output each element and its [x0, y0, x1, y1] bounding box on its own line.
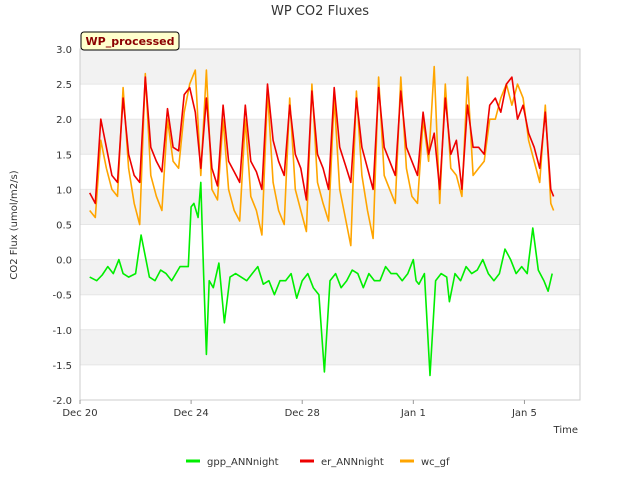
series-line-er_ANNnight: [88, 76, 555, 205]
plot-band: [80, 329, 580, 365]
y-tick-label: -1.5: [52, 361, 72, 372]
x-axis-label: Time: [553, 425, 578, 436]
y-tick-label: 3.0: [56, 45, 72, 56]
plot-band: [80, 364, 580, 400]
y-tick-label: 1.5: [56, 150, 72, 161]
y-tick-label: 0.5: [56, 221, 72, 232]
y-tick-label: -2.0: [52, 396, 72, 407]
plot-band: [80, 49, 580, 85]
y-tick-label: 2.5: [56, 80, 72, 91]
series-line-gpp_ANNnight: [89, 181, 553, 377]
y-tick-label: 2.0: [56, 115, 72, 126]
badge-label: WP_processed: [86, 35, 175, 48]
y-tick-label: -1.0: [52, 326, 72, 337]
badge-box: [80, 31, 180, 51]
processed-badge: WP_processed: [80, 31, 180, 51]
series-lines: [88, 65, 555, 377]
legend-label-wc_gf: wc_gf: [421, 457, 450, 468]
plot-area: [79, 48, 581, 401]
x-tick-label: Jan 1: [400, 408, 426, 419]
x-tick-label: Jan 5: [511, 408, 537, 419]
x-axis-ticks: Dec 20 Dec 24 Dec 28 Jan 1 Jan 5: [62, 400, 537, 419]
series-line-wc_gf: [89, 65, 555, 247]
y-tick-label: 0.0: [56, 256, 72, 267]
legend: gpp_ANNnight er_ANNnight wc_gf: [186, 457, 450, 468]
plot-band: [80, 224, 580, 260]
plot-band: [80, 294, 580, 330]
y-tick-label: -0.5: [52, 291, 72, 302]
x-tick-label: Dec 24: [173, 408, 208, 419]
x-tick-label: Dec 28: [285, 408, 320, 419]
chart-title: WP CO2 Fluxes: [271, 4, 369, 19]
y-axis-ticks: 3.0 2.5 2.0 1.5 1.0 0.5 0.0 -0.5 -1.0 -1.5 -2.0: [52, 45, 72, 407]
plot-band: [80, 119, 580, 155]
legend-label-er_ANNnight: er_ANNnight: [321, 457, 384, 468]
y-axis-label: CO2 Flux (umol/m2/s): [9, 170, 20, 279]
y-tick-label: 1.0: [56, 185, 72, 196]
legend-label-gpp_ANNnight: gpp_ANNnight: [207, 457, 279, 468]
x-tick-label: Dec 20: [62, 408, 97, 419]
